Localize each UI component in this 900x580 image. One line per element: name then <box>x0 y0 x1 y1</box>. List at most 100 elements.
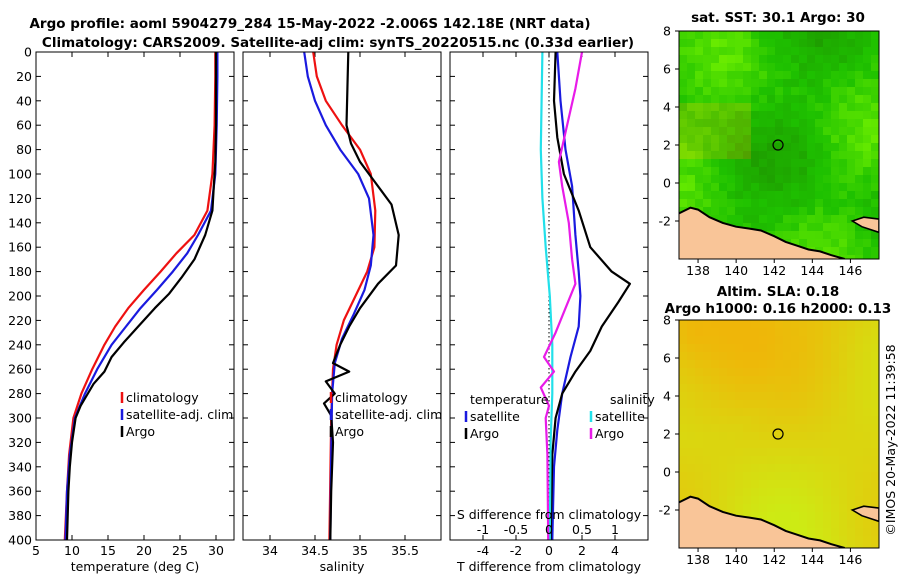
map-cell <box>751 167 760 176</box>
map-cell <box>791 151 800 160</box>
map-cell <box>807 400 816 409</box>
map-cell <box>823 360 832 369</box>
map-cell <box>711 151 720 160</box>
map-cell <box>727 320 736 329</box>
map-cell <box>839 392 848 401</box>
map-cell <box>839 504 848 513</box>
map-cell <box>727 207 736 216</box>
map-cell <box>871 464 879 473</box>
map-cell <box>823 376 832 385</box>
map-cell <box>839 376 848 385</box>
map-cell <box>687 376 696 385</box>
map-cell <box>807 95 816 104</box>
map-cell <box>775 360 784 369</box>
map-cell <box>783 408 792 417</box>
map-cell <box>743 135 752 144</box>
map-cell <box>719 215 728 224</box>
map-cell <box>839 360 848 369</box>
map-cell <box>727 175 736 184</box>
map-cell <box>871 376 879 385</box>
map-cell <box>831 95 840 104</box>
map-cell <box>735 440 744 449</box>
map-cell <box>807 360 816 369</box>
map-cell <box>871 247 879 256</box>
map-cell <box>679 464 688 473</box>
map-cell <box>863 408 872 417</box>
map-cell <box>751 512 760 521</box>
map-cell <box>783 352 792 361</box>
map-cell <box>751 95 760 104</box>
map-cell <box>863 424 872 433</box>
map-cell <box>719 159 728 168</box>
map-cell <box>719 504 728 513</box>
map-cell <box>711 119 720 128</box>
map-cell <box>695 111 704 120</box>
map-cell <box>871 159 879 168</box>
map-cell <box>855 119 864 128</box>
map-cell <box>863 368 872 377</box>
x-axis-label: T difference from climatology <box>456 559 642 574</box>
map-cell <box>751 504 760 513</box>
map-cell <box>871 416 879 425</box>
map-cell <box>735 55 744 64</box>
map-cell <box>807 416 816 425</box>
map-cell <box>847 223 856 232</box>
map-cell <box>767 63 776 72</box>
map-cell <box>823 215 832 224</box>
map-cell <box>727 496 736 505</box>
map-cell <box>759 87 768 96</box>
map-cell <box>695 87 704 96</box>
map-cell <box>871 496 879 505</box>
y-tick-label: 240 <box>8 337 32 352</box>
map-cell <box>687 135 696 144</box>
map-cell <box>719 416 728 425</box>
map-cell <box>807 424 816 433</box>
map-cell <box>815 520 824 529</box>
map-cell <box>751 464 760 473</box>
map-cell <box>719 480 728 489</box>
x-tick-label: -2 <box>510 543 522 558</box>
map-cell <box>855 536 864 545</box>
map-cell <box>815 392 824 401</box>
map-cell <box>719 39 728 48</box>
map-cell <box>743 504 752 513</box>
map-cell <box>783 344 792 353</box>
map-cell <box>815 103 824 112</box>
map-cell <box>807 167 816 176</box>
map-cell <box>695 175 704 184</box>
map-cell <box>743 440 752 449</box>
map-cell <box>751 400 760 409</box>
map-cell <box>695 408 704 417</box>
map-cell <box>831 215 840 224</box>
map-cell <box>735 400 744 409</box>
map-cell <box>807 135 816 144</box>
map-cell <box>775 320 784 329</box>
map-cell <box>703 352 712 361</box>
map-cell <box>847 472 856 481</box>
map-cell <box>831 512 840 521</box>
map-cell <box>759 496 768 505</box>
map-cell <box>815 135 824 144</box>
map-cell <box>719 400 728 409</box>
map-cell <box>791 175 800 184</box>
coastline <box>679 495 845 548</box>
map-cell <box>839 207 848 216</box>
y-tick-label: 380 <box>8 508 32 523</box>
map-cell <box>799 239 808 248</box>
map-cell <box>839 143 848 152</box>
map-cell <box>791 95 800 104</box>
map-cell <box>847 352 856 361</box>
map-y-tick-label: -2 <box>659 214 671 229</box>
map-cell <box>799 55 808 64</box>
map-cell <box>767 199 776 208</box>
map-cell <box>759 472 768 481</box>
map-cell <box>767 175 776 184</box>
map-cell <box>743 480 752 489</box>
argo-location-marker <box>772 428 784 440</box>
map-cell <box>791 352 800 361</box>
map-cell <box>751 207 760 216</box>
map-cell <box>751 175 760 184</box>
map-cell <box>687 111 696 120</box>
map-cell <box>695 448 704 457</box>
map-cell <box>799 344 808 353</box>
